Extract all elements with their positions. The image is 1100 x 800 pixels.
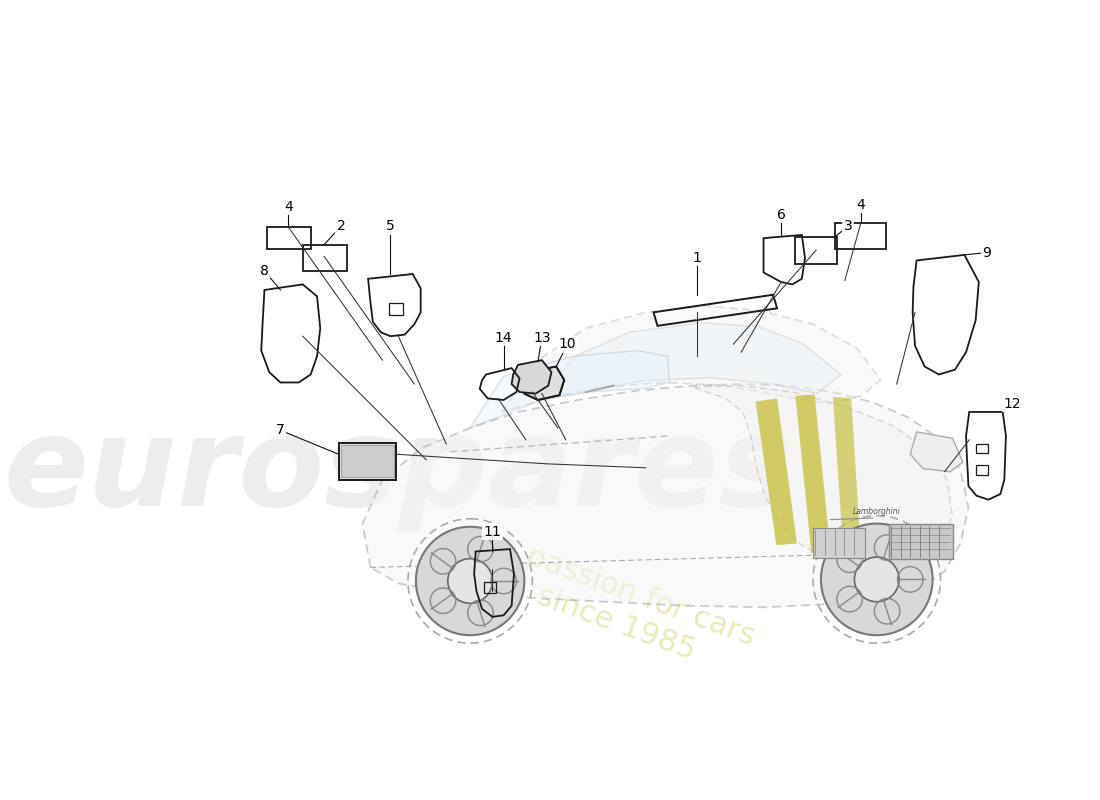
Text: a passion for cars
since 1985: a passion for cars since 1985 xyxy=(484,532,759,683)
Bar xyxy=(267,227,310,250)
Bar xyxy=(976,466,988,475)
Circle shape xyxy=(416,526,525,635)
Bar xyxy=(889,523,953,559)
Polygon shape xyxy=(502,306,881,412)
Text: 4: 4 xyxy=(857,198,866,212)
Polygon shape xyxy=(693,386,953,571)
Text: 6: 6 xyxy=(777,208,785,222)
Text: 7: 7 xyxy=(276,423,285,438)
Circle shape xyxy=(821,523,933,635)
Polygon shape xyxy=(795,394,830,553)
Polygon shape xyxy=(512,360,551,394)
Text: 12: 12 xyxy=(1003,397,1021,411)
Text: 8: 8 xyxy=(260,264,268,278)
Bar xyxy=(795,237,837,265)
Text: eurospares: eurospares xyxy=(3,411,793,532)
Polygon shape xyxy=(363,384,968,607)
Bar xyxy=(484,582,496,593)
Text: 13: 13 xyxy=(534,331,551,345)
Text: 10: 10 xyxy=(559,337,576,351)
Bar xyxy=(388,302,404,314)
Polygon shape xyxy=(833,397,861,551)
Circle shape xyxy=(855,557,899,602)
Text: 1: 1 xyxy=(693,251,702,265)
Text: 3: 3 xyxy=(844,219,852,233)
Text: 14: 14 xyxy=(495,331,513,345)
FancyBboxPatch shape xyxy=(341,446,394,478)
Bar xyxy=(813,527,865,558)
Polygon shape xyxy=(756,398,798,545)
Polygon shape xyxy=(470,350,670,428)
Text: 11: 11 xyxy=(484,525,502,538)
Text: Lamborghini: Lamborghini xyxy=(852,507,901,516)
Text: 4: 4 xyxy=(284,200,293,214)
Polygon shape xyxy=(540,322,840,398)
Bar xyxy=(976,444,988,454)
Polygon shape xyxy=(525,366,564,400)
Bar xyxy=(302,245,346,271)
Text: 9: 9 xyxy=(982,246,991,259)
Text: 5: 5 xyxy=(386,219,395,233)
Circle shape xyxy=(448,558,493,603)
Polygon shape xyxy=(910,432,962,472)
Text: 2: 2 xyxy=(337,219,345,233)
FancyBboxPatch shape xyxy=(339,443,396,480)
Bar xyxy=(835,223,887,249)
